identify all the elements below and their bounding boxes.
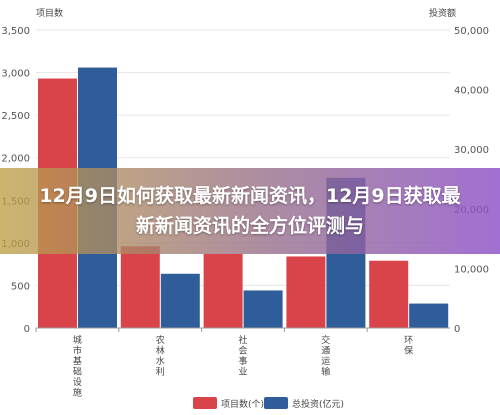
bar-project-count [120,246,160,328]
category-label-char: 农 [156,334,165,346]
category-label-char: 输 [321,366,330,378]
bar-project-count [369,260,409,328]
category-label-char: 利 [156,366,165,378]
legend-swatch[interactable] [193,397,217,409]
category-label-char: 事 [238,355,247,367]
bar-total-investment [243,290,283,328]
category-label-char: 社 [238,334,247,346]
bar-project-count [203,253,243,328]
category-label-char: 基 [73,355,82,367]
right-tick-label: 50,000 [454,26,489,37]
left-axis-title: 项目数 [36,7,63,19]
right-tick-label: 0 [454,324,460,335]
category-label-char: 设 [73,377,82,388]
left-tick-label: 0 [24,324,30,335]
category-label-char: 础 [73,366,82,378]
right-tick-label: 30,000 [454,145,489,156]
left-tick-label: 3,500 [1,26,30,37]
category-label-char: 城 [73,335,82,346]
headline-text: 12月9日如何获取最新新闻资讯，12月9日获取最新新闻资讯的全方位评测与 [39,185,461,237]
legend[interactable]: 项目数(个) 总投资(亿元) [193,397,344,410]
category-label-char: 业 [238,367,247,378]
left-tick-label: 2,000 [1,154,30,165]
right-tick-label: 10,000 [454,264,489,275]
category-label-char: 施 [73,387,82,399]
category-label-char: 交 [321,334,330,346]
legend-swatch[interactable] [264,397,288,409]
headline-banner: 12月9日如何获取最新新闻资讯，12月9日获取最新新闻资讯的全方位评测与 [0,168,500,254]
legend-label[interactable]: 项目数(个) [221,398,264,410]
legend-label[interactable]: 总投资(亿元) [292,398,344,410]
category-label-char: 环 [404,335,413,346]
left-tick-label: 3,000 [1,69,30,80]
bar-total-investment [409,303,449,328]
category-label-char: 通 [321,346,330,357]
bar-total-investment [160,273,200,328]
category-label-char: 运 [321,356,330,367]
category-label-char: 保 [404,345,413,357]
left-tick-label: 2,500 [1,111,30,122]
category-label-char: 市 [73,345,82,357]
right-tick-label: 40,000 [454,86,489,97]
category-label-char: 会 [238,345,247,357]
bar-project-count [286,256,326,328]
left-tick-label: 500 [11,281,30,292]
category-label-char: 水 [156,355,165,367]
category-label-char: 林 [156,345,165,357]
right-axis-title: 投资额 [429,7,456,19]
